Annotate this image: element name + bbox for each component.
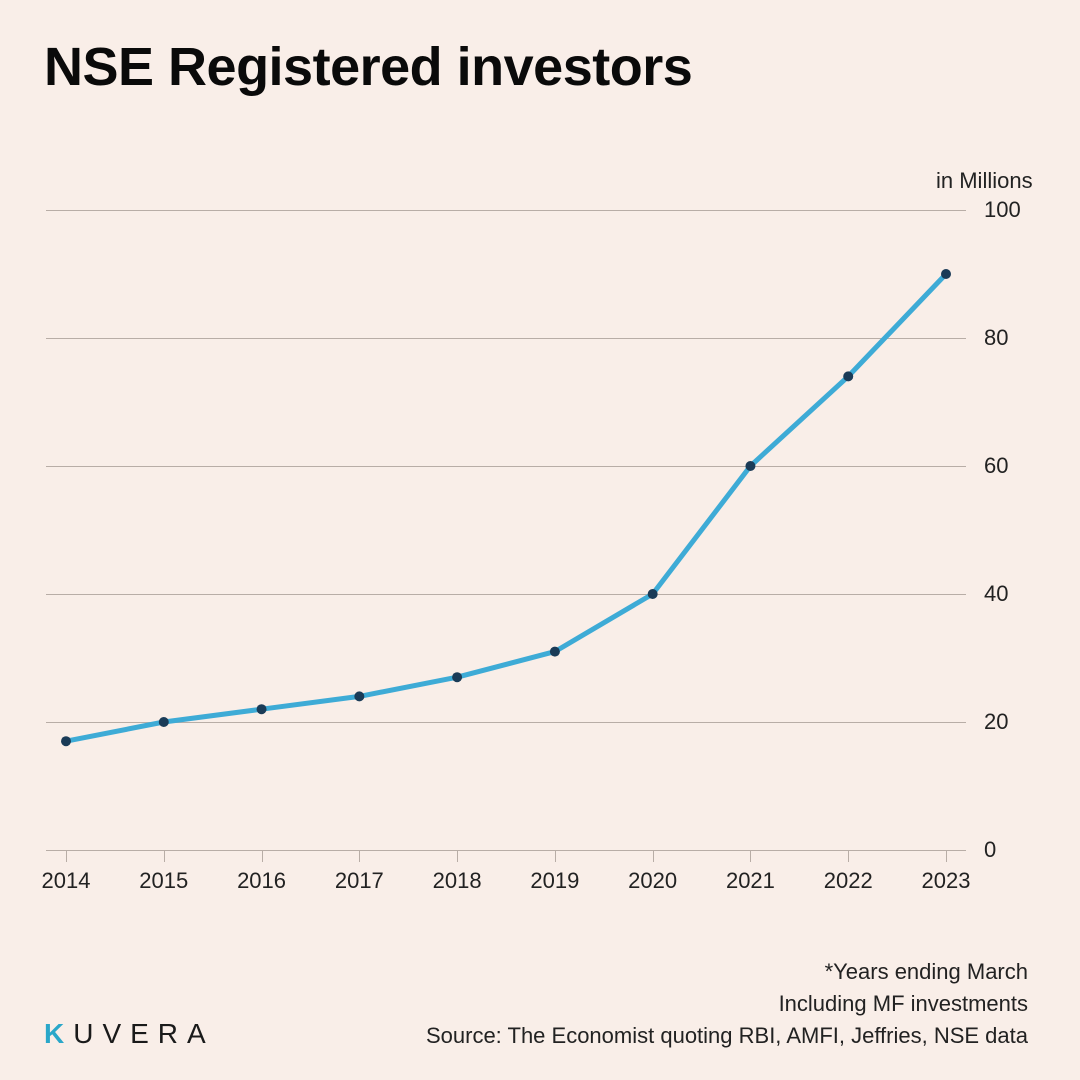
data-point — [745, 461, 755, 471]
x-tick-label: 2015 — [139, 868, 188, 894]
chart-title: NSE Registered investors — [44, 36, 692, 98]
y-tick-label: 100 — [984, 197, 1021, 223]
data-point — [452, 672, 462, 682]
x-tick-label: 2014 — [42, 868, 91, 894]
y-tick-label: 0 — [984, 837, 996, 863]
data-point — [843, 371, 853, 381]
gridline — [46, 850, 966, 851]
brand-logo: KUVERA — [44, 1018, 215, 1050]
x-tick-label: 2019 — [530, 868, 579, 894]
x-tick-label: 2016 — [237, 868, 286, 894]
x-tick-label: 2023 — [922, 868, 971, 894]
x-tick-label: 2022 — [824, 868, 873, 894]
chart-area — [46, 210, 966, 850]
logo-letter-k: K — [44, 1018, 73, 1050]
x-tick-label: 2020 — [628, 868, 677, 894]
y-tick-label: 20 — [984, 709, 1008, 735]
x-tick-mark — [66, 850, 67, 862]
x-tick-mark — [164, 850, 165, 862]
data-line — [66, 274, 946, 741]
y-axis-unit-label: in Millions — [936, 168, 1033, 194]
x-tick-label: 2017 — [335, 868, 384, 894]
x-tick-mark — [359, 850, 360, 862]
x-tick-label: 2021 — [726, 868, 775, 894]
x-tick-mark — [946, 850, 947, 862]
x-tick-label: 2018 — [433, 868, 482, 894]
logo-rest: UVERA — [73, 1018, 214, 1050]
data-point — [257, 704, 267, 714]
x-tick-mark — [750, 850, 751, 862]
x-tick-mark — [262, 850, 263, 862]
data-point — [354, 691, 364, 701]
footnote-line: *Years ending March — [426, 956, 1028, 988]
x-tick-mark — [457, 850, 458, 862]
data-point — [159, 717, 169, 727]
x-tick-mark — [848, 850, 849, 862]
data-point — [550, 647, 560, 657]
x-tick-mark — [555, 850, 556, 862]
line-plot — [46, 210, 966, 850]
chart-footnotes: *Years ending MarchIncluding MF investme… — [426, 956, 1028, 1052]
data-point — [648, 589, 658, 599]
x-tick-mark — [653, 850, 654, 862]
data-point — [941, 269, 951, 279]
y-tick-label: 80 — [984, 325, 1008, 351]
footnote-source: Source: The Economist quoting RBI, AMFI,… — [426, 1020, 1028, 1052]
y-tick-label: 40 — [984, 581, 1008, 607]
footnote-line: Including MF investments — [426, 988, 1028, 1020]
data-point — [61, 736, 71, 746]
y-tick-label: 60 — [984, 453, 1008, 479]
